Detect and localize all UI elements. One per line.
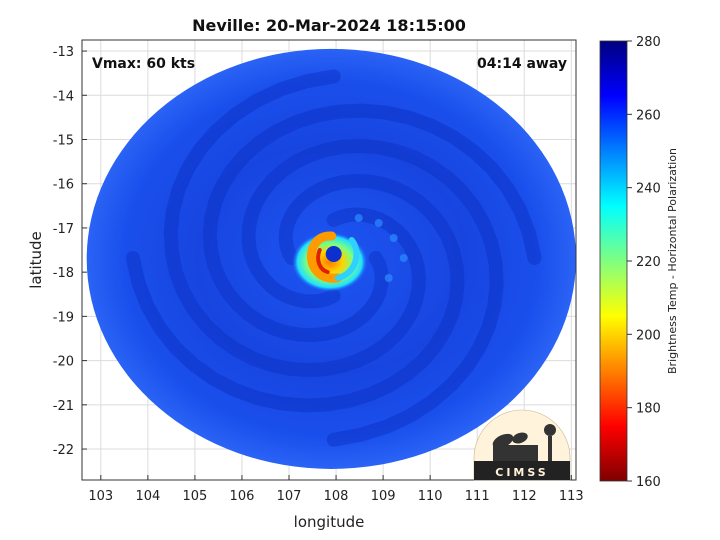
x-tick-label: 104 (135, 489, 160, 504)
vmax-annotation: Vmax: 60 kts (92, 56, 195, 72)
x-tick-label: 110 (418, 489, 443, 504)
x-tick-label: 108 (324, 489, 349, 504)
rainband (163, 69, 427, 378)
water-tower-leg (548, 436, 552, 461)
colorbar-tick-label: 180 (636, 402, 661, 417)
colorbar-tick-label: 240 (636, 182, 661, 197)
rainband (125, 173, 465, 413)
colorbar-tick-label: 280 (636, 35, 661, 50)
convective-cell (374, 219, 383, 228)
x-tick-label: 105 (183, 489, 208, 504)
x-tick-label: 112 (512, 489, 537, 504)
convective-cell (354, 214, 363, 223)
x-tick-label: 113 (559, 489, 584, 504)
y-tick-label: -21 (53, 399, 74, 414)
x-tick-label: 111 (465, 489, 490, 504)
building-icon (493, 445, 538, 461)
plot-frame (81, 39, 577, 481)
convective-cell (399, 254, 408, 263)
eyewall (306, 231, 343, 283)
cimss-logo: CIMSS (473, 409, 571, 481)
colorbar-tick-label: 200 (636, 328, 661, 343)
rainband (241, 138, 504, 447)
rainband (202, 103, 542, 343)
colorbar-tick-label: 220 (636, 255, 661, 270)
spiral-bands (125, 69, 542, 447)
colorbar-ticks: 280 260 240 220 200 180 160 (627, 35, 661, 490)
x-tick-label: 106 (230, 489, 255, 504)
storm-core (291, 214, 408, 293)
y-axis-label: latitude (27, 231, 45, 289)
water-tower-icon (544, 424, 556, 436)
x-tick-label: 103 (88, 489, 113, 504)
y-tick-label: -13 (53, 45, 74, 60)
y-tick-label: -19 (53, 310, 74, 325)
x-axis-label: longitude (294, 513, 365, 531)
eyewall-outer (334, 237, 360, 282)
y-axis-ticks: -13 -14 -15 -16 -17 -18 -19 -20 -21 -22 (53, 45, 87, 458)
colorbar-tick-label: 160 (636, 475, 661, 490)
y-tick-label: -17 (53, 222, 74, 237)
colorbar-tick-label: 260 (636, 108, 661, 123)
satellite-dish-icon (492, 433, 514, 449)
time-away-annotation: 04:14 away (477, 56, 567, 72)
colorbar (599, 40, 628, 482)
eyewall-coldest (316, 248, 330, 275)
y-tick-label: -14 (53, 89, 74, 104)
logo-banner (474, 461, 570, 480)
chart-title: Neville: 20-Mar-2024 18:15:00 (192, 16, 466, 35)
convective-cell (389, 234, 398, 243)
convective-cell (384, 274, 393, 283)
x-tick-label: 107 (277, 489, 302, 504)
x-tick-label: 109 (371, 489, 396, 504)
logo-text: CIMSS (495, 466, 548, 479)
satellite-dish-icon (512, 432, 528, 444)
y-tick-label: -16 (53, 178, 74, 193)
y-tick-label: -18 (53, 266, 74, 281)
x-axis-ticks: 103 104 105 106 107 108 109 110 111 112 113 (88, 475, 584, 504)
y-tick-label: -22 (53, 443, 74, 458)
colorbar-label: Brightness Temp - Horizontal Polarizatio… (666, 148, 679, 374)
y-tick-label: -15 (53, 133, 74, 148)
y-tick-label: -20 (53, 355, 74, 370)
storm-eye (325, 246, 342, 263)
